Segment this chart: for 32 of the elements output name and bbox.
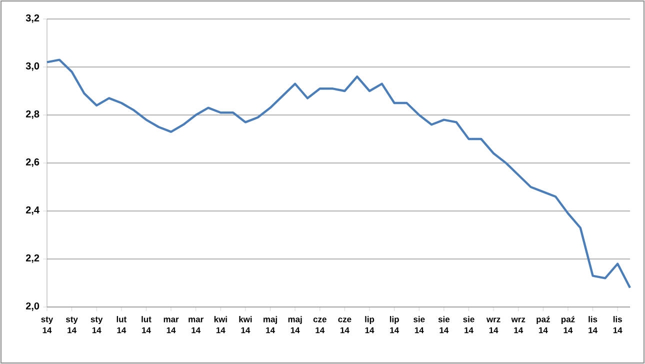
x-tick-label: mar 14 [164, 318, 179, 334]
x-tick-label: sty 14 [90, 316, 103, 334]
x-tick-label: sie 14 [463, 316, 474, 334]
x-tick-label: sie 14 [414, 316, 425, 334]
x-tick-label: sty 14 [66, 316, 78, 334]
x-tick-label: lip 14 [365, 316, 374, 334]
y-tick-label: 2,6 [26, 158, 40, 167]
x-tick-label: mar 14 [188, 318, 204, 334]
y-tick-label: 2,8 [26, 110, 40, 119]
x-tick-label: paź 14 [561, 316, 575, 334]
y-tick-label: 3,0 [26, 62, 40, 71]
x-tick-label: cze 14 [338, 318, 352, 334]
x-tick-label: kwi 14 [239, 316, 252, 334]
y-tick-label: 2,0 [26, 302, 40, 311]
x-tick-label: maj 14 [264, 316, 277, 334]
x-tick-label: sty 14 [41, 316, 54, 334]
x-tick-label: lis 14 [588, 316, 598, 334]
x-tick-label: cze 14 [313, 318, 326, 334]
y-tick-label: 2,2 [26, 254, 40, 263]
x-tick-label: lut 14 [142, 316, 152, 334]
x-tick-label: sie 14 [438, 316, 450, 334]
x-tick-label: wrz 14 [511, 318, 526, 334]
x-tick-label: maj 14 [288, 316, 302, 334]
x-tick-label: wrz 14 [486, 318, 500, 334]
x-tick-label: lip 14 [390, 316, 399, 334]
x-tick-label: lis 14 [613, 316, 622, 334]
y-tick-label: 2,4 [26, 206, 40, 215]
y-tick-label: 3,2 [26, 14, 40, 23]
x-tick-label: kwi 14 [214, 316, 227, 334]
x-tick-label: lut 14 [116, 316, 127, 334]
x-tick-label: paź 14 [536, 316, 550, 334]
line-series [46, 58, 632, 289]
